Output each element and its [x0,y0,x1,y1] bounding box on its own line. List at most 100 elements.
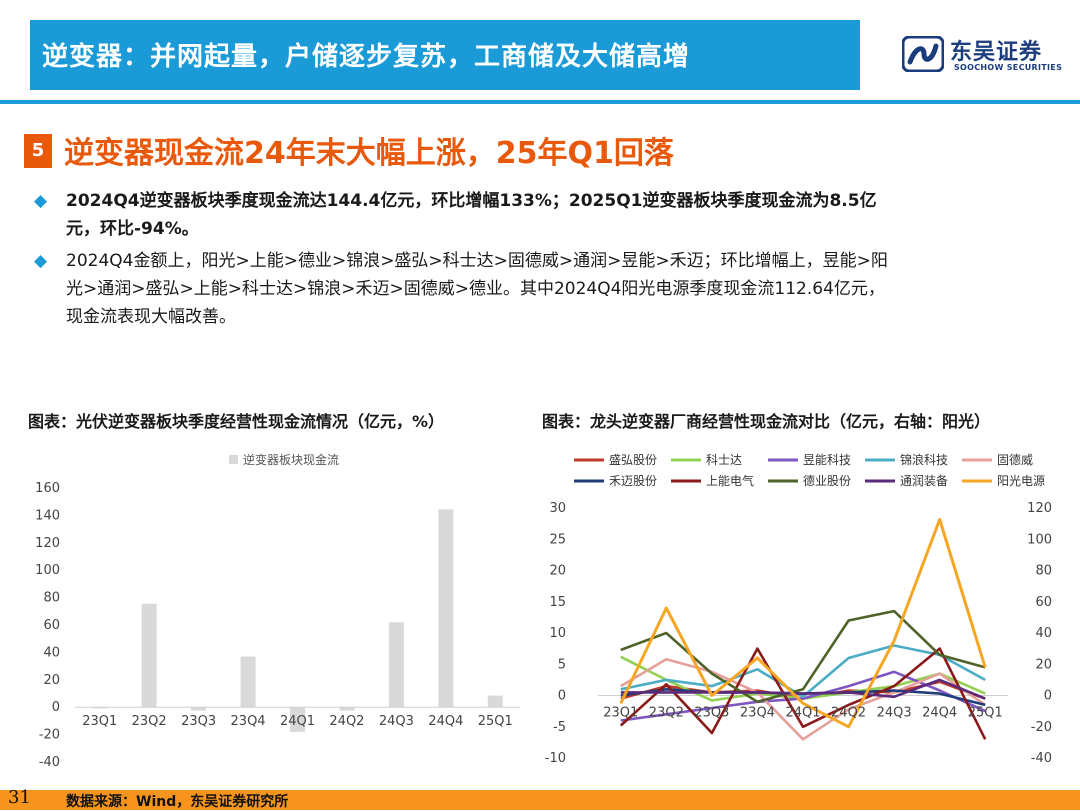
x-tick-label: 24Q4 [922,706,957,721]
y-left-tick-label: 25 [549,532,566,547]
y-left-tick-label: 20 [549,564,566,579]
x-tick-label: 24Q3 [877,706,912,721]
bar-24Q1 [290,707,305,732]
y-tick-label: -40 [39,755,60,770]
bar-23Q4 [240,656,256,708]
y-tick-label: 60 [43,618,60,633]
header-rule [0,100,1080,104]
x-tick-label: 25Q1 [968,706,1003,721]
section-number-badge: 5 [24,134,52,168]
legend-label: 锦浪科技 [900,452,948,467]
bar-25Q1 [487,695,503,708]
legend-label: 科士达 [706,453,742,467]
y-tick-label: 20 [43,673,60,688]
bullet-text-1: 2024Q4逆变器板块季度现金流达144.4亿元，环比增幅133%；2025Q1… [66,187,1056,243]
bar-chart: 逆变器板块现金流 -40 -20 0 20 40 60 80 100 120 140 160 23Q1 2… [35,452,520,770]
section-title: 逆变器现金流24年末大幅上涨，25年Q1回落 [64,136,674,171]
x-tick-label: 23Q1 [603,706,638,721]
y-right-tick-label: 40 [1035,626,1052,641]
x-tick-label: 23Q1 [82,714,117,729]
bar-chart-title: 图表：光伏逆变器板块季度经营性现金流情况（亿元，%） [28,412,445,431]
y-right-tick-label: 20 [1035,657,1052,672]
x-tick-label: 23Q2 [132,714,167,729]
x-tick-label: 23Q3 [694,706,729,721]
y-tick-label: 80 [43,591,60,606]
bullet-line: 元，环比-94%。 [66,219,199,239]
y-right-tick-label: 100 [1027,532,1052,547]
y-left-tick-label: 30 [549,501,566,516]
y-tick-label: -20 [39,728,60,743]
y-left-tick-label: 15 [549,595,566,610]
x-tick-label: 24Q3 [379,714,414,729]
series-line-固德威 [620,658,986,741]
x-tick-label: 23Q2 [649,706,684,721]
x-tick-label: 23Q4 [231,714,266,729]
logo-name-cn: 东吴证券 [950,40,1043,65]
bullet-text-2: 2024Q4金额上，阳光>上能>德业>锦浪>盛弘>科士达>固德威>通润>昱能>禾… [66,247,1056,331]
y-tick-label: 100 [35,563,60,578]
bar-24Q3 [388,622,404,708]
bullet-line: 现金流表现大幅改善。 [66,307,236,327]
y-tick-label: 120 [35,536,60,551]
y-right-tick-label: 0 [1044,689,1052,704]
y-left-tick-label: 0 [558,689,566,704]
y-right-tick-label: 120 [1027,501,1052,516]
y-right-tick-label: -40 [1031,751,1052,766]
diamond-bullet-icon: ◆ [34,191,48,211]
legend-label: 逆变器板块现金流 [243,452,339,467]
x-tick-label: 23Q3 [181,714,216,729]
legend-label: 德业股份 [803,473,851,488]
legend-label: 昱能科技 [803,453,851,467]
bullet-line: 2024Q4金额上，阳光>上能>德业>锦浪>盛弘>科士达>固德威>通润>昱能>禾… [66,251,888,271]
legend-label: 上能电气 [706,473,754,488]
legend-label: 禾迈股份 [609,474,657,488]
bullet-line: 2024Q4逆变器板块季度现金流达144.4亿元，环比增幅133%；2025Q1… [66,191,877,211]
y-tick-label: 160 [35,481,60,496]
y-left-tick-label: 5 [558,657,566,672]
x-tick-label: 24Q4 [428,714,463,729]
x-tick-label: 24Q1 [280,714,315,729]
logo-name-en: SOOCHOW SECURITIES [954,63,1063,72]
legend-swatch [229,455,238,464]
bar-23Q1 [92,707,108,709]
y-tick-label: 40 [43,645,60,660]
bar-24Q2 [339,707,355,711]
y-right-tick-label: -20 [1031,720,1052,735]
bullet-line: 光>通润>盛弘>上能>科士达>锦浪>禾迈>固德威>德业。其中2024Q4阳光电源… [66,279,885,299]
page-number: 31 [8,787,31,808]
y-right-tick-label: 60 [1035,595,1052,610]
y-left-tick-label: -10 [545,751,566,766]
x-tick-label: 24Q2 [329,714,364,729]
legend-label: 固德威 [997,452,1033,467]
x-tick-label: 25Q1 [478,714,513,729]
series-line-锦浪科技 [620,644,986,699]
bar-24Q4 [438,509,454,708]
y-tick-label: 140 [35,508,60,523]
y-tick-label: 0 [52,700,60,715]
legend-label: 阳光电源 [997,474,1045,488]
data-source: 数据来源：Wind，东吴证券研究所 [66,794,289,810]
line-chart-title: 图表：龙头逆变器厂商经营性现金流对比（亿元，右轴：阳光） [542,412,991,431]
y-left-tick-label: -5 [553,720,566,735]
bullet-item-1: ◆ 2024Q4逆变器板块季度现金流达144.4亿元，环比增幅133%；2025… [34,187,1054,247]
diamond-bullet-icon: ◆ [34,251,48,271]
series-line-阳光电源 [619,518,987,729]
footer-band [0,790,1080,810]
bar-23Q3 [191,707,207,711]
series-line-德业股份 [620,609,986,704]
bar-23Q2 [141,603,157,708]
bullet-item-2: ◆ 2024Q4金额上，阳光>上能>德业>锦浪>盛弘>科士达>固德威>通润>昱能… [34,247,1054,337]
legend-label: 通润装备 [900,474,948,488]
legend-label: 盛弘股份 [609,452,657,467]
soochow-logo-icon [902,36,944,72]
x-tick-label: 24Q1 [785,706,820,721]
series-line-上能电气 [619,647,987,740]
series-line-通润装备 [620,678,986,700]
header-band: 逆变器：并网起量，户储逐步复苏，工商储及大储高增 [30,20,860,90]
y-right-tick-label: 80 [1035,564,1052,579]
y-left-tick-label: 10 [549,626,566,641]
page-header-title: 逆变器：并网起量，户储逐步复苏，工商储及大储高增 [42,42,691,72]
x-tick-label: 24Q2 [831,706,866,721]
company-logo: 东吴证券 SOOCHOW SECURITIES [902,36,1062,76]
